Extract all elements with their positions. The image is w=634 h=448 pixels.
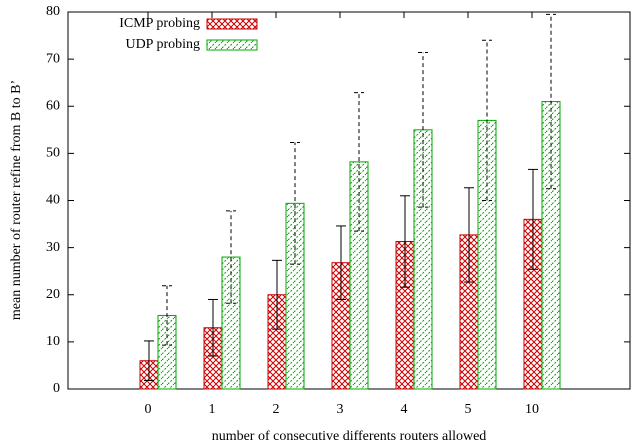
x-tick-label: 3 — [337, 402, 344, 417]
x-tick-label: 2 — [273, 402, 280, 417]
y-tick-label: 20 — [46, 287, 60, 302]
error-bar — [464, 187, 474, 283]
bar — [221, 256, 241, 390]
error-bar — [208, 298, 218, 357]
bar — [285, 202, 305, 390]
x-tick-label: 1 — [209, 402, 216, 417]
x-tick-label: 0 — [145, 402, 152, 417]
legend-label: ICMP probing — [119, 16, 200, 31]
error-bar — [272, 259, 282, 330]
error-bar — [400, 195, 410, 288]
y-tick-label: 60 — [46, 98, 60, 113]
y-tick-label: 40 — [46, 193, 60, 208]
y-axis-label: mean number of router refine from B to B… — [9, 80, 24, 320]
legend-swatch — [206, 18, 258, 30]
bar — [157, 314, 177, 390]
y-tick-label: 70 — [46, 51, 60, 66]
bar — [349, 161, 369, 390]
x-tick-label: 5 — [465, 402, 472, 417]
error-bar — [418, 52, 428, 208]
legend-label: UDP probing — [125, 37, 200, 52]
error-bar — [528, 168, 538, 270]
error-bar — [336, 225, 346, 300]
error-bar — [144, 340, 154, 382]
error-bar — [162, 285, 172, 346]
y-tick-label: 50 — [46, 146, 60, 161]
error-bar — [354, 92, 364, 232]
y-tick-label: 30 — [46, 240, 60, 255]
x-tick-label: 10 — [525, 402, 539, 417]
x-axis-label: number of consecutive differents routers… — [212, 429, 487, 444]
bar — [477, 119, 497, 390]
x-tick-label: 4 — [401, 402, 408, 417]
y-tick-label: 10 — [46, 334, 60, 349]
y-tick-label: 80 — [46, 4, 60, 19]
error-bar — [546, 13, 556, 190]
legend-swatch — [206, 39, 258, 51]
y-tick-label: 0 — [53, 381, 60, 396]
error-bar — [226, 210, 236, 304]
error-bar — [290, 142, 300, 265]
error-bar — [482, 39, 492, 201]
